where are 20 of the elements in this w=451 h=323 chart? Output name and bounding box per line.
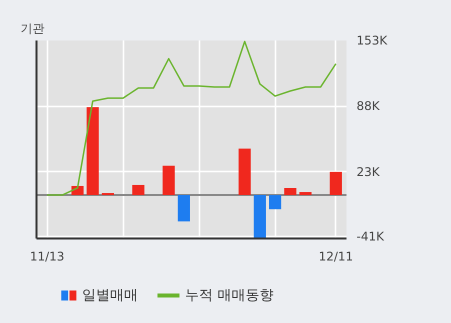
legend-label: 누적 매매동향 [184, 288, 274, 304]
chart-title: 기관 [20, 22, 44, 36]
bar [330, 172, 342, 196]
x-tick-label: 11/13 [30, 250, 64, 264]
bar [178, 195, 190, 222]
bar [254, 195, 266, 238]
legend-label: 일별매매 [82, 288, 138, 304]
bar [284, 188, 296, 196]
bar [86, 107, 99, 196]
y-tick-label: 88K [356, 99, 381, 114]
bar [238, 148, 251, 196]
x-tick-label: 12/11 [318, 250, 354, 264]
bar [132, 184, 144, 196]
bar [162, 166, 175, 196]
y-tick-label: 23K [356, 164, 381, 179]
y-tick-label: -41K [356, 229, 386, 244]
line-series [46, 40, 337, 196]
bar [269, 195, 282, 210]
y-tick-label: 153K [356, 34, 388, 48]
bar [299, 192, 312, 196]
